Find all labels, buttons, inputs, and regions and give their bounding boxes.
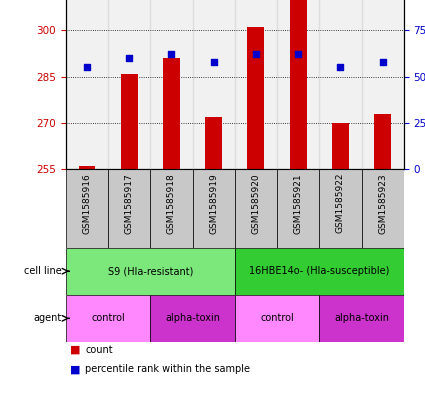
Bar <box>79 166 96 169</box>
Text: GSM1585916: GSM1585916 <box>82 173 91 234</box>
Bar <box>108 0 150 169</box>
Text: GSM1585918: GSM1585918 <box>167 173 176 234</box>
Point <box>168 51 175 58</box>
Bar <box>277 169 319 248</box>
Bar <box>277 0 319 169</box>
Bar <box>163 58 180 169</box>
Bar <box>235 0 277 169</box>
Bar <box>66 295 150 342</box>
Point <box>337 64 344 71</box>
Bar <box>66 0 108 169</box>
Bar <box>66 169 108 248</box>
Text: ■: ■ <box>70 364 81 374</box>
Text: percentile rank within the sample: percentile rank within the sample <box>85 364 250 374</box>
Bar <box>150 0 193 169</box>
Bar <box>319 295 404 342</box>
Text: S9 (Hla-resistant): S9 (Hla-resistant) <box>108 266 193 276</box>
Bar <box>290 0 306 169</box>
Bar <box>66 248 235 295</box>
Point <box>84 64 91 71</box>
Bar <box>374 114 391 169</box>
Bar <box>205 117 222 169</box>
Text: GSM1585917: GSM1585917 <box>125 173 134 234</box>
Text: alpha-toxin: alpha-toxin <box>334 313 389 323</box>
Text: GSM1585919: GSM1585919 <box>209 173 218 234</box>
Text: GSM1585923: GSM1585923 <box>378 173 387 233</box>
Bar <box>362 0 404 169</box>
Text: GSM1585920: GSM1585920 <box>252 173 261 233</box>
Bar <box>235 169 277 248</box>
Text: 16HBE14o- (Hla-susceptible): 16HBE14o- (Hla-susceptible) <box>249 266 389 276</box>
Bar <box>108 169 150 248</box>
Bar <box>247 28 264 169</box>
Text: GSM1585921: GSM1585921 <box>294 173 303 233</box>
Bar <box>362 169 404 248</box>
Text: control: control <box>91 313 125 323</box>
Text: GSM1585922: GSM1585922 <box>336 173 345 233</box>
Point <box>295 51 302 58</box>
Bar <box>150 295 235 342</box>
Bar <box>193 0 235 169</box>
Text: count: count <box>85 345 113 354</box>
Point <box>210 59 217 65</box>
Bar <box>193 169 235 248</box>
Bar <box>150 169 193 248</box>
Point <box>126 55 133 61</box>
Text: ■: ■ <box>70 345 81 354</box>
Bar <box>319 169 362 248</box>
Text: control: control <box>260 313 294 323</box>
Bar <box>235 248 404 295</box>
Text: alpha-toxin: alpha-toxin <box>165 313 220 323</box>
Bar <box>332 123 349 169</box>
Point <box>252 51 259 58</box>
Text: cell line: cell line <box>24 266 62 276</box>
Bar <box>121 73 138 169</box>
Text: agent: agent <box>34 313 62 323</box>
Point <box>379 59 386 65</box>
Bar <box>319 0 362 169</box>
Bar <box>235 295 319 342</box>
